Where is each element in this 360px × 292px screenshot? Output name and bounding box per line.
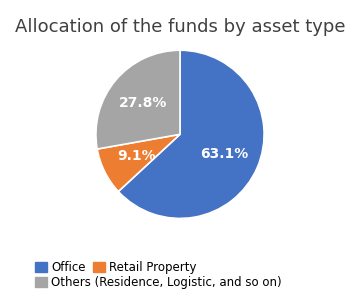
Wedge shape	[96, 50, 180, 149]
Text: 63.1%: 63.1%	[201, 147, 249, 161]
Wedge shape	[118, 50, 264, 218]
Wedge shape	[97, 134, 180, 192]
Legend: Office, Retail Property: Office, Retail Property	[35, 261, 197, 274]
Text: 27.8%: 27.8%	[118, 96, 167, 110]
Text: 9.1%: 9.1%	[117, 149, 156, 163]
Legend: Others (Residence, Logistic, and so on): Others (Residence, Logistic, and so on)	[35, 276, 282, 289]
Text: Allocation of the funds by asset type: Allocation of the funds by asset type	[15, 18, 345, 36]
